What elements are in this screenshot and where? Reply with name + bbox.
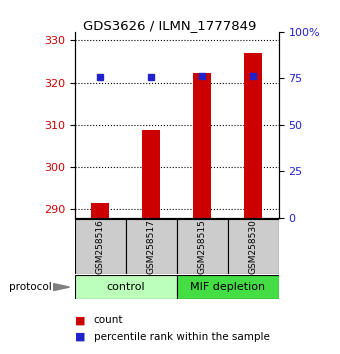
Bar xyxy=(193,73,211,218)
Text: GDS3626 / ILMN_1777849: GDS3626 / ILMN_1777849 xyxy=(83,19,257,33)
Text: GSM258530: GSM258530 xyxy=(249,219,258,274)
Bar xyxy=(91,203,109,218)
Text: ■: ■ xyxy=(75,315,85,325)
Bar xyxy=(126,219,177,274)
Bar xyxy=(228,219,279,274)
Bar xyxy=(244,53,262,218)
Text: count: count xyxy=(94,315,123,325)
Text: MIF depletion: MIF depletion xyxy=(190,282,265,292)
Text: control: control xyxy=(106,282,145,292)
Polygon shape xyxy=(54,284,69,291)
Text: ■: ■ xyxy=(75,332,85,342)
Bar xyxy=(75,219,126,274)
Bar xyxy=(75,275,177,299)
Bar xyxy=(142,130,160,218)
Bar xyxy=(177,275,279,299)
Text: GSM258517: GSM258517 xyxy=(147,219,156,274)
Text: percentile rank within the sample: percentile rank within the sample xyxy=(94,332,269,342)
Text: GSM258515: GSM258515 xyxy=(198,219,207,274)
Text: GSM258516: GSM258516 xyxy=(96,219,105,274)
Bar xyxy=(177,219,228,274)
Text: protocol: protocol xyxy=(8,282,51,292)
